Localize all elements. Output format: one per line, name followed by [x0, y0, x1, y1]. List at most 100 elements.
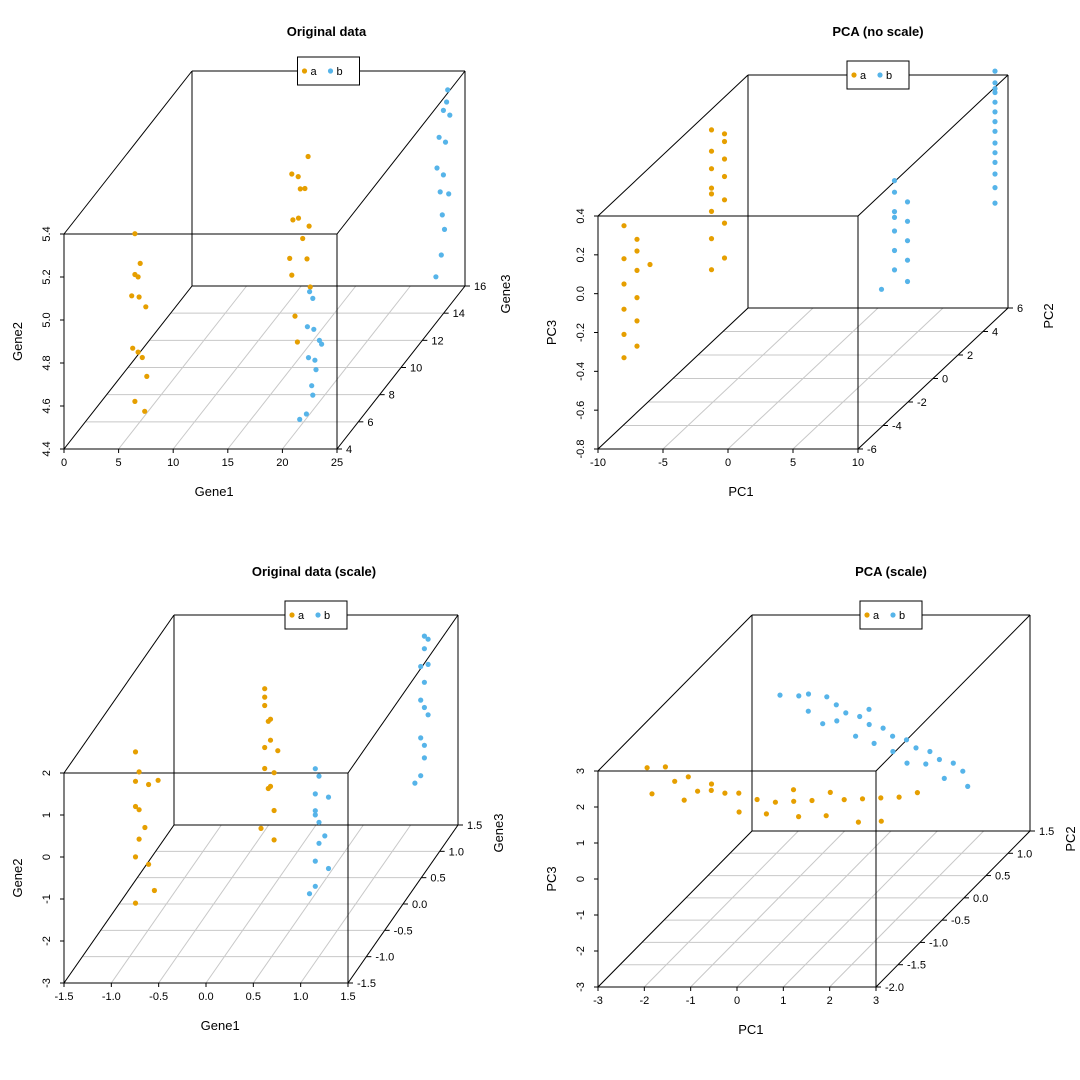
y-axis: -1.5 -1.0 -0.5 0.0 0.5 1.0 1.5 Gene3 — [348, 813, 506, 990]
data-point — [866, 721, 872, 728]
data-point — [312, 858, 318, 864]
z-tick-label: 5.2 — [41, 269, 53, 284]
y-tick-label: -6 — [867, 444, 877, 456]
data-point — [891, 214, 898, 220]
data-point — [896, 794, 902, 800]
data-point — [721, 156, 728, 162]
x-tick-label: 10 — [852, 457, 864, 469]
data-point — [992, 89, 998, 96]
data-point — [262, 702, 268, 709]
data-point — [418, 663, 424, 670]
data-point — [621, 281, 627, 287]
z-tick-label: 0.2 — [575, 247, 587, 262]
y-axis-label: PC2 — [1041, 303, 1056, 328]
data-point — [433, 274, 439, 280]
legend-marker-b — [327, 68, 334, 74]
floor-grid — [597, 830, 1031, 988]
box-edge — [597, 74, 749, 217]
x-tick-label: 20 — [276, 457, 288, 469]
data-point — [289, 171, 295, 177]
legend-label-a: a — [873, 610, 880, 622]
y-tick-label: -1.5 — [357, 978, 376, 990]
z-tick-label: -1 — [41, 894, 53, 904]
data-point — [992, 140, 998, 146]
data-point — [992, 200, 998, 206]
data-point — [136, 769, 142, 775]
data-point — [965, 783, 971, 790]
x-tick-label: -1.0 — [102, 991, 121, 1003]
data-point — [904, 760, 910, 766]
data-point — [891, 228, 898, 234]
x-axis: -3 -2 -1 0 1 2 3 PC1 — [593, 987, 879, 1037]
data-point — [763, 811, 770, 817]
data-point — [992, 80, 998, 86]
data-point — [304, 256, 310, 262]
data-point — [647, 261, 653, 268]
data-point — [136, 807, 142, 813]
z-axis-label: Gene2 — [10, 858, 25, 897]
y-tick-label: 1.0 — [449, 846, 464, 858]
data-point — [843, 710, 849, 716]
data-point — [992, 119, 998, 125]
y-tick-label: -1.0 — [929, 937, 948, 949]
x-axis-label: Gene1 — [195, 484, 234, 499]
data-point — [805, 691, 812, 697]
y-tick-label: 14 — [453, 308, 465, 320]
data-point — [841, 797, 847, 803]
data-point — [316, 773, 322, 779]
y-tick-label: 12 — [431, 335, 443, 347]
data-point — [447, 112, 453, 118]
box-edge — [857, 74, 1009, 217]
z-axis-label: PC3 — [544, 320, 559, 345]
grid-line-x — [690, 830, 846, 988]
data-point — [685, 774, 691, 780]
legend-marker-a — [864, 612, 870, 618]
data-point — [132, 749, 139, 755]
x-tick-label: -2 — [639, 995, 649, 1007]
data-point — [936, 756, 943, 763]
z-tick-label: 5.0 — [41, 312, 53, 327]
data-point — [708, 191, 715, 197]
y-tick-label: 8 — [389, 390, 395, 402]
chart-title: PCA (no scale) — [832, 24, 923, 39]
data-point — [316, 819, 322, 825]
data-point — [421, 633, 427, 639]
grid-line-x — [829, 830, 985, 988]
data-point — [271, 770, 277, 776]
data-point — [267, 737, 274, 743]
data-point — [904, 199, 911, 205]
data-point — [295, 215, 302, 221]
x-tick-label: 3 — [873, 995, 879, 1007]
series-a — [644, 764, 921, 825]
data-point — [708, 236, 715, 242]
y-tick-label: 1.5 — [467, 820, 482, 832]
data-point — [421, 704, 427, 711]
y-tick-label: 6 — [367, 417, 373, 429]
data-point — [418, 773, 424, 779]
data-point — [144, 373, 150, 379]
y-axis-label: Gene3 — [498, 274, 513, 313]
data-point — [960, 768, 966, 774]
x-axis-label: Gene1 — [201, 1018, 240, 1033]
data-point — [305, 355, 312, 361]
series-b — [297, 87, 453, 422]
x-tick-label: -10 — [590, 457, 606, 469]
series-b — [777, 691, 971, 790]
data-point — [904, 218, 911, 224]
data-point — [992, 171, 998, 177]
y-tick-label: 6 — [1017, 303, 1023, 315]
data-point — [136, 836, 142, 842]
data-point — [649, 791, 655, 797]
x-axis-label: PC1 — [738, 1022, 763, 1037]
data-point — [440, 107, 446, 113]
data-point — [913, 745, 919, 751]
data-point — [672, 778, 678, 784]
data-point — [708, 781, 715, 787]
data-point — [412, 780, 418, 786]
data-point — [137, 260, 143, 266]
data-point — [634, 295, 640, 301]
data-point — [438, 252, 444, 258]
